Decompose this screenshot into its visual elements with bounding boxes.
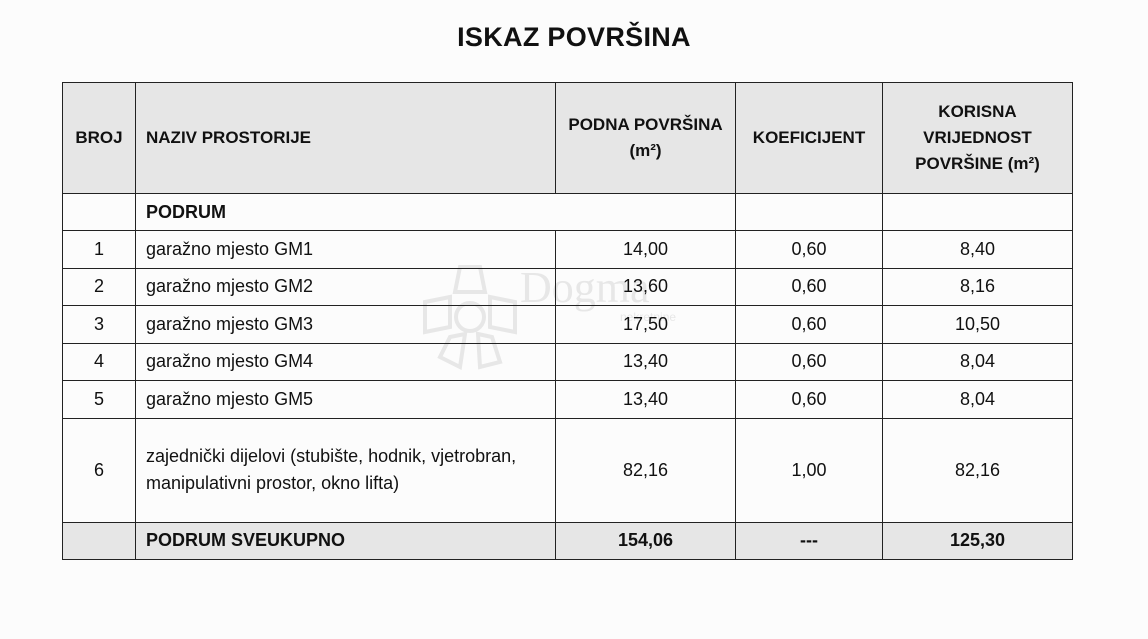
cell-koef: 1,00 <box>735 417 883 523</box>
cell-podna: 17,50 <box>555 305 736 344</box>
area-table: BROJ NAZIV PROSTORIJE PODNA POVRŠINA (m²… <box>62 82 1073 560</box>
cell-naziv: garažno mjesto GM2 <box>135 267 556 306</box>
header-podna: PODNA POVRŠINA (m²) <box>555 82 736 194</box>
header-broj: BROJ <box>62 82 136 194</box>
cell-broj: 6 <box>62 417 136 523</box>
document-title: ISKAZ POVRŠINA <box>457 22 691 52</box>
cell-koef: 0,60 <box>735 342 883 381</box>
total-row: PODRUM SVEUKUPNO 154,06 --- 125,30 <box>62 521 1073 560</box>
cell-naziv: garažno mjesto GM5 <box>135 380 556 419</box>
table-row: 4 garažno mjesto GM4 13,40 0,60 8,04 <box>62 342 1073 381</box>
cell-podna: 82,16 <box>555 417 736 523</box>
cell-korisna: 8,04 <box>882 380 1073 419</box>
section-row: PODRUM <box>62 193 1073 231</box>
cell-podna: 14,00 <box>555 230 736 269</box>
cell-korisna: 8,16 <box>882 267 1073 306</box>
section-label: PODRUM <box>135 193 736 231</box>
cell-broj: 3 <box>62 305 136 344</box>
cell-naziv: zajednički dijelovi (stubište, hodnik, v… <box>135 417 556 523</box>
cell-naziv: garažno mjesto GM1 <box>135 230 556 269</box>
cell-broj: 2 <box>62 267 136 306</box>
header-korisna: KORISNA VRIJEDNOST POVRŠINE (m²) <box>882 82 1073 194</box>
cell-korisna: 82,16 <box>882 417 1073 523</box>
cell-koef: 0,60 <box>735 267 883 306</box>
total-koef: --- <box>735 521 883 560</box>
table-row: 3 garažno mjesto GM3 17,50 0,60 10,50 <box>62 305 1073 344</box>
total-label: PODRUM SVEUKUPNO <box>135 521 556 560</box>
cell-korisna: 8,04 <box>882 342 1073 381</box>
cell-koef: 0,60 <box>735 230 883 269</box>
cell-naziv: garažno mjesto GM3 <box>135 305 556 344</box>
total-podna: 154,06 <box>555 521 736 560</box>
table-row: 5 garažno mjesto GM5 13,40 0,60 8,04 <box>62 380 1073 419</box>
cell-koef: 0,60 <box>735 380 883 419</box>
cell-korisna: 10,50 <box>882 305 1073 344</box>
header-koef: KOEFICIJENT <box>735 82 883 194</box>
cell-koef: 0,60 <box>735 305 883 344</box>
cell-broj: 5 <box>62 380 136 419</box>
cell-broj: 1 <box>62 230 136 269</box>
table-row: 1 garažno mjesto GM1 14,00 0,60 8,40 <box>62 230 1073 269</box>
cell-podna: 13,40 <box>555 342 736 381</box>
cell-podna: 13,40 <box>555 380 736 419</box>
table-header-row: BROJ NAZIV PROSTORIJE PODNA POVRŠINA (m²… <box>62 82 1073 194</box>
cell-korisna: 8,40 <box>882 230 1073 269</box>
cell-podna: 13,60 <box>555 267 736 306</box>
cell-broj: 4 <box>62 342 136 381</box>
table-row: 2 garažno mjesto GM2 13,60 0,60 8,16 <box>62 267 1073 306</box>
table-row: 6 zajednički dijelovi (stubište, hodnik, … <box>62 417 1073 523</box>
header-naziv: NAZIV PROSTORIJE <box>135 82 556 194</box>
total-korisna: 125,30 <box>882 521 1073 560</box>
cell-naziv: garažno mjesto GM4 <box>135 342 556 381</box>
